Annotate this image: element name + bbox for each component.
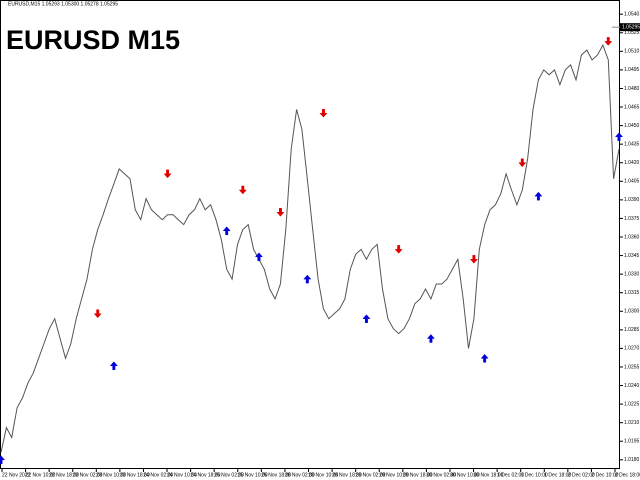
x-tick-label: 1 Dec 10:00 xyxy=(521,472,548,478)
arrow-shape xyxy=(469,255,478,264)
x-tick-label: 23 Nov 10:00 xyxy=(96,472,126,478)
y-tick-label: 1.0495 xyxy=(624,67,640,73)
arrow-shape xyxy=(319,108,328,118)
y-tick-label: 1.0375 xyxy=(624,216,640,222)
y-tick-label: 1.0180 xyxy=(624,457,640,463)
symbol-info: EURUSD,M15 1.05293 1.05300 1.05278 1.052… xyxy=(8,1,118,7)
sell-arrow xyxy=(394,245,403,254)
chart-title: EURUSD M15 xyxy=(6,25,180,55)
x-tick-label: 29 Nov 02:00 xyxy=(356,472,386,478)
arrow-shape xyxy=(303,274,312,284)
arrow-shape xyxy=(518,158,527,168)
buy-arrow xyxy=(0,455,6,465)
x-tick-label: 28 Nov 02:00 xyxy=(285,472,315,478)
x-tick-label: 29 Nov 18:00 xyxy=(403,472,433,478)
x-tick-label: 22 Nov 18:00 xyxy=(49,472,79,478)
buy-arrow xyxy=(614,132,624,141)
arrow-shape xyxy=(254,252,263,262)
y-tick-label: 1.0345 xyxy=(624,253,640,259)
arrow-shape xyxy=(362,314,371,323)
plot-frame xyxy=(0,0,620,469)
y-tick-label: 1.0225 xyxy=(624,401,640,407)
x-tick-label: 28 Nov 10:00 xyxy=(309,472,339,478)
x-tick-label: 29 Nov 10:00 xyxy=(379,472,409,478)
x-tick-label: 23 Nov 18:00 xyxy=(120,472,150,478)
x-tick-label: 2 Dec 10:00 xyxy=(591,472,618,478)
sell-arrow xyxy=(93,309,102,319)
arrow-shape xyxy=(109,361,118,370)
x-tick-label: 2 Dec 02:00 xyxy=(568,472,595,478)
y-tick-label: 1.0285 xyxy=(624,327,640,333)
y-tick-label: 1.0435 xyxy=(624,141,640,147)
arrow-shape xyxy=(93,309,102,319)
current-price-box xyxy=(620,23,640,32)
sell-arrow xyxy=(163,169,172,179)
arrow-shape xyxy=(163,169,172,179)
arrow-shape xyxy=(426,334,435,343)
buy-arrow xyxy=(426,334,435,343)
buy-arrow xyxy=(534,191,543,201)
y-tick-label: 1.0210 xyxy=(624,420,640,426)
arrow-shape xyxy=(222,226,231,236)
buy-arrow xyxy=(109,361,118,370)
y-tick-label: 1.0525 xyxy=(624,30,640,36)
x-tick-label: 23 Nov 02:00 xyxy=(73,472,103,478)
x-tick-label: 1 Dec 18:00 xyxy=(544,472,571,478)
arrow-shape xyxy=(0,455,6,465)
arrow-shape xyxy=(604,37,613,46)
y-tick-label: 1.0465 xyxy=(624,104,640,110)
sell-arrow xyxy=(604,37,613,46)
x-tick-label: 22 Nov 2022 xyxy=(2,472,31,478)
y-tick-label: 1.0195 xyxy=(624,439,640,445)
x-tick-label: 24 Nov 18:00 xyxy=(191,472,221,478)
arrow-shape xyxy=(276,207,285,217)
x-tick-label: 25 Nov 02:00 xyxy=(214,472,244,478)
y-tick-label: 1.0480 xyxy=(624,86,640,92)
x-tick-label: 22 Nov 10:00 xyxy=(26,472,56,478)
x-tick-label: 30 Nov 02:00 xyxy=(426,472,456,478)
y-tick-label: 1.0270 xyxy=(624,346,640,352)
x-tick-label: 30 Nov 18:00 xyxy=(474,472,504,478)
buy-arrow xyxy=(362,314,371,323)
sell-arrow xyxy=(518,158,527,168)
x-tick-label: 30 Nov 10:00 xyxy=(450,472,480,478)
y-tick-label: 1.0450 xyxy=(624,123,640,129)
arrow-shape xyxy=(534,191,543,201)
y-tick-label: 1.0510 xyxy=(624,49,640,55)
sell-arrow xyxy=(238,185,247,195)
buy-arrow xyxy=(254,252,263,262)
buy-arrow xyxy=(480,353,489,363)
x-tick-label: 1 Dec 02:00 xyxy=(497,472,524,478)
x-tick-label: 2 Dec 18:00 xyxy=(615,472,640,478)
sell-arrow xyxy=(469,255,478,264)
y-tick-label: 1.0330 xyxy=(624,271,640,277)
x-tick-label: 28 Nov 18:00 xyxy=(332,472,362,478)
sell-arrow xyxy=(319,108,328,118)
y-tick-label: 1.0390 xyxy=(624,197,640,203)
y-tick-label: 1.0360 xyxy=(624,234,640,240)
x-tick-label: 24 Nov 02:00 xyxy=(143,472,173,478)
y-tick-label: 1.0405 xyxy=(624,179,640,185)
price-line xyxy=(0,43,620,453)
current-price-label: 1.05295 xyxy=(622,25,640,31)
y-tick-label: 1.0420 xyxy=(624,160,640,166)
arrow-shape xyxy=(614,132,624,141)
y-tick-label: 1.0240 xyxy=(624,383,640,389)
x-tick-label: 25 Nov 18:00 xyxy=(261,472,291,478)
x-tick-label: 24 Nov 10:00 xyxy=(167,472,197,478)
buy-arrow xyxy=(222,226,231,236)
arrow-shape xyxy=(480,353,489,363)
arrow-shape xyxy=(394,245,403,254)
y-tick-label: 1.0300 xyxy=(624,309,640,315)
sell-arrow xyxy=(276,207,285,217)
buy-arrow xyxy=(303,274,312,284)
y-tick-label: 1.0315 xyxy=(624,290,640,296)
x-tick-label: 25 Nov 10:00 xyxy=(238,472,268,478)
y-tick-label: 1.0255 xyxy=(624,364,640,370)
arrow-shape xyxy=(238,185,247,195)
y-tick-label: 1.0540 xyxy=(624,12,640,18)
